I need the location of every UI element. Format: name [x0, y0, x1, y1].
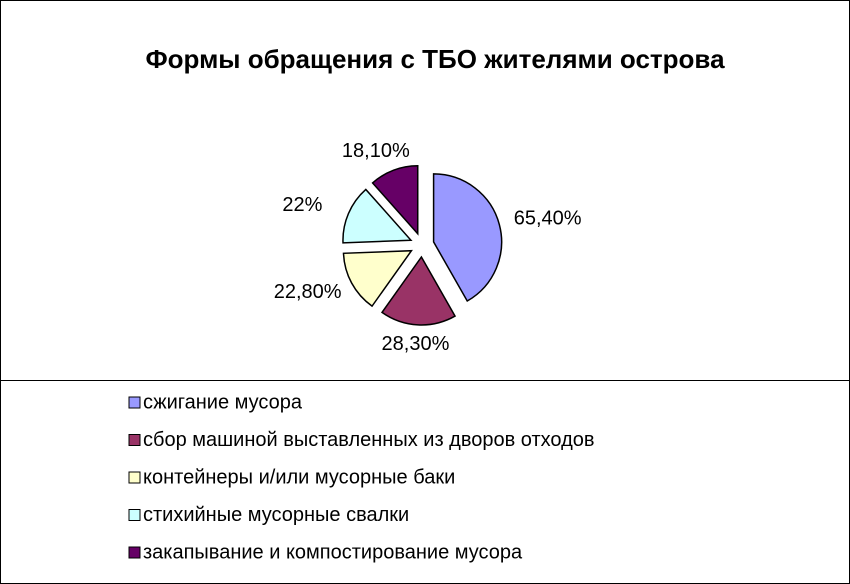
legend-swatch: [128, 434, 141, 446]
legend-label: закапывание и компостирование мусора: [143, 541, 523, 563]
legend-label: сжигание мусора: [143, 391, 303, 413]
pie-slice: [342, 249, 413, 308]
data-label: 65,40%: [514, 208, 582, 230]
data-label: 22%: [282, 194, 322, 216]
legend-swatch: [128, 471, 141, 484]
legend-label: контейнеры и/или мусорные баки: [143, 466, 455, 488]
legend-swatch: [128, 396, 141, 409]
legend-swatch: [128, 509, 141, 521]
pie-slice: [371, 165, 419, 236]
chart-title: Формы обращения с ТБО жителями острова: [145, 44, 725, 74]
data-label: 18,10%: [342, 140, 410, 162]
pie-slice: [432, 173, 503, 303]
data-label: 28,30%: [382, 333, 450, 355]
legend-swatch: [128, 546, 141, 559]
data-label: 22,80%: [274, 281, 342, 303]
pie-slice: [380, 255, 457, 326]
legend-label: сбор машиной выставленных из дворов отхо…: [143, 429, 595, 451]
legend-label: стихийные мусорные свалки: [143, 504, 409, 526]
pie-slice: [342, 188, 413, 244]
